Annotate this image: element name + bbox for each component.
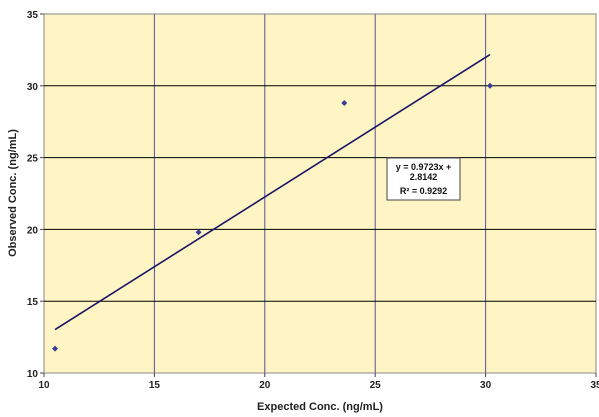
data-point (195, 229, 202, 236)
y-tick-label: 25 (27, 154, 39, 165)
y-tick-label: 15 (27, 297, 39, 308)
y-tick-label: 35 (27, 10, 39, 21)
equation-line2: 2.8142 (410, 172, 438, 182)
y-axis-title: Observed Conc. (ng/mL) (7, 129, 19, 257)
plot-area (43, 13, 597, 374)
equation-box: y = 0.9723x + 2.8142 R² = 0.9292 (386, 157, 461, 201)
data-point (487, 82, 494, 89)
x-tick-label: 25 (370, 380, 382, 391)
data-point (341, 100, 348, 107)
data-points (52, 82, 494, 352)
x-tick-label: 20 (259, 380, 271, 391)
y-tick-label: 20 (27, 225, 39, 236)
grid-lines (44, 14, 596, 373)
equation-line1: y = 0.9723x + (396, 162, 452, 172)
x-tick-label: 35 (590, 380, 599, 391)
trendline (54, 53, 491, 331)
data-point (52, 345, 59, 352)
trendline-group (54, 53, 491, 331)
y-axis-ticks: 10 15 20 25 30 35 (27, 10, 44, 380)
x-tick-label: 30 (480, 380, 492, 391)
equation-box-frame (386, 157, 461, 201)
x-tick-label: 10 (38, 380, 50, 391)
x-tick-label: 15 (149, 380, 161, 391)
x-axis-ticks: 10 15 20 25 30 35 (38, 373, 599, 391)
x-axis-title: Expected Conc. (ng/mL) (257, 401, 383, 413)
y-tick-label: 10 (27, 369, 39, 380)
r-squared-label: R² = 0.9292 (400, 186, 447, 196)
y-tick-label: 30 (27, 82, 39, 93)
